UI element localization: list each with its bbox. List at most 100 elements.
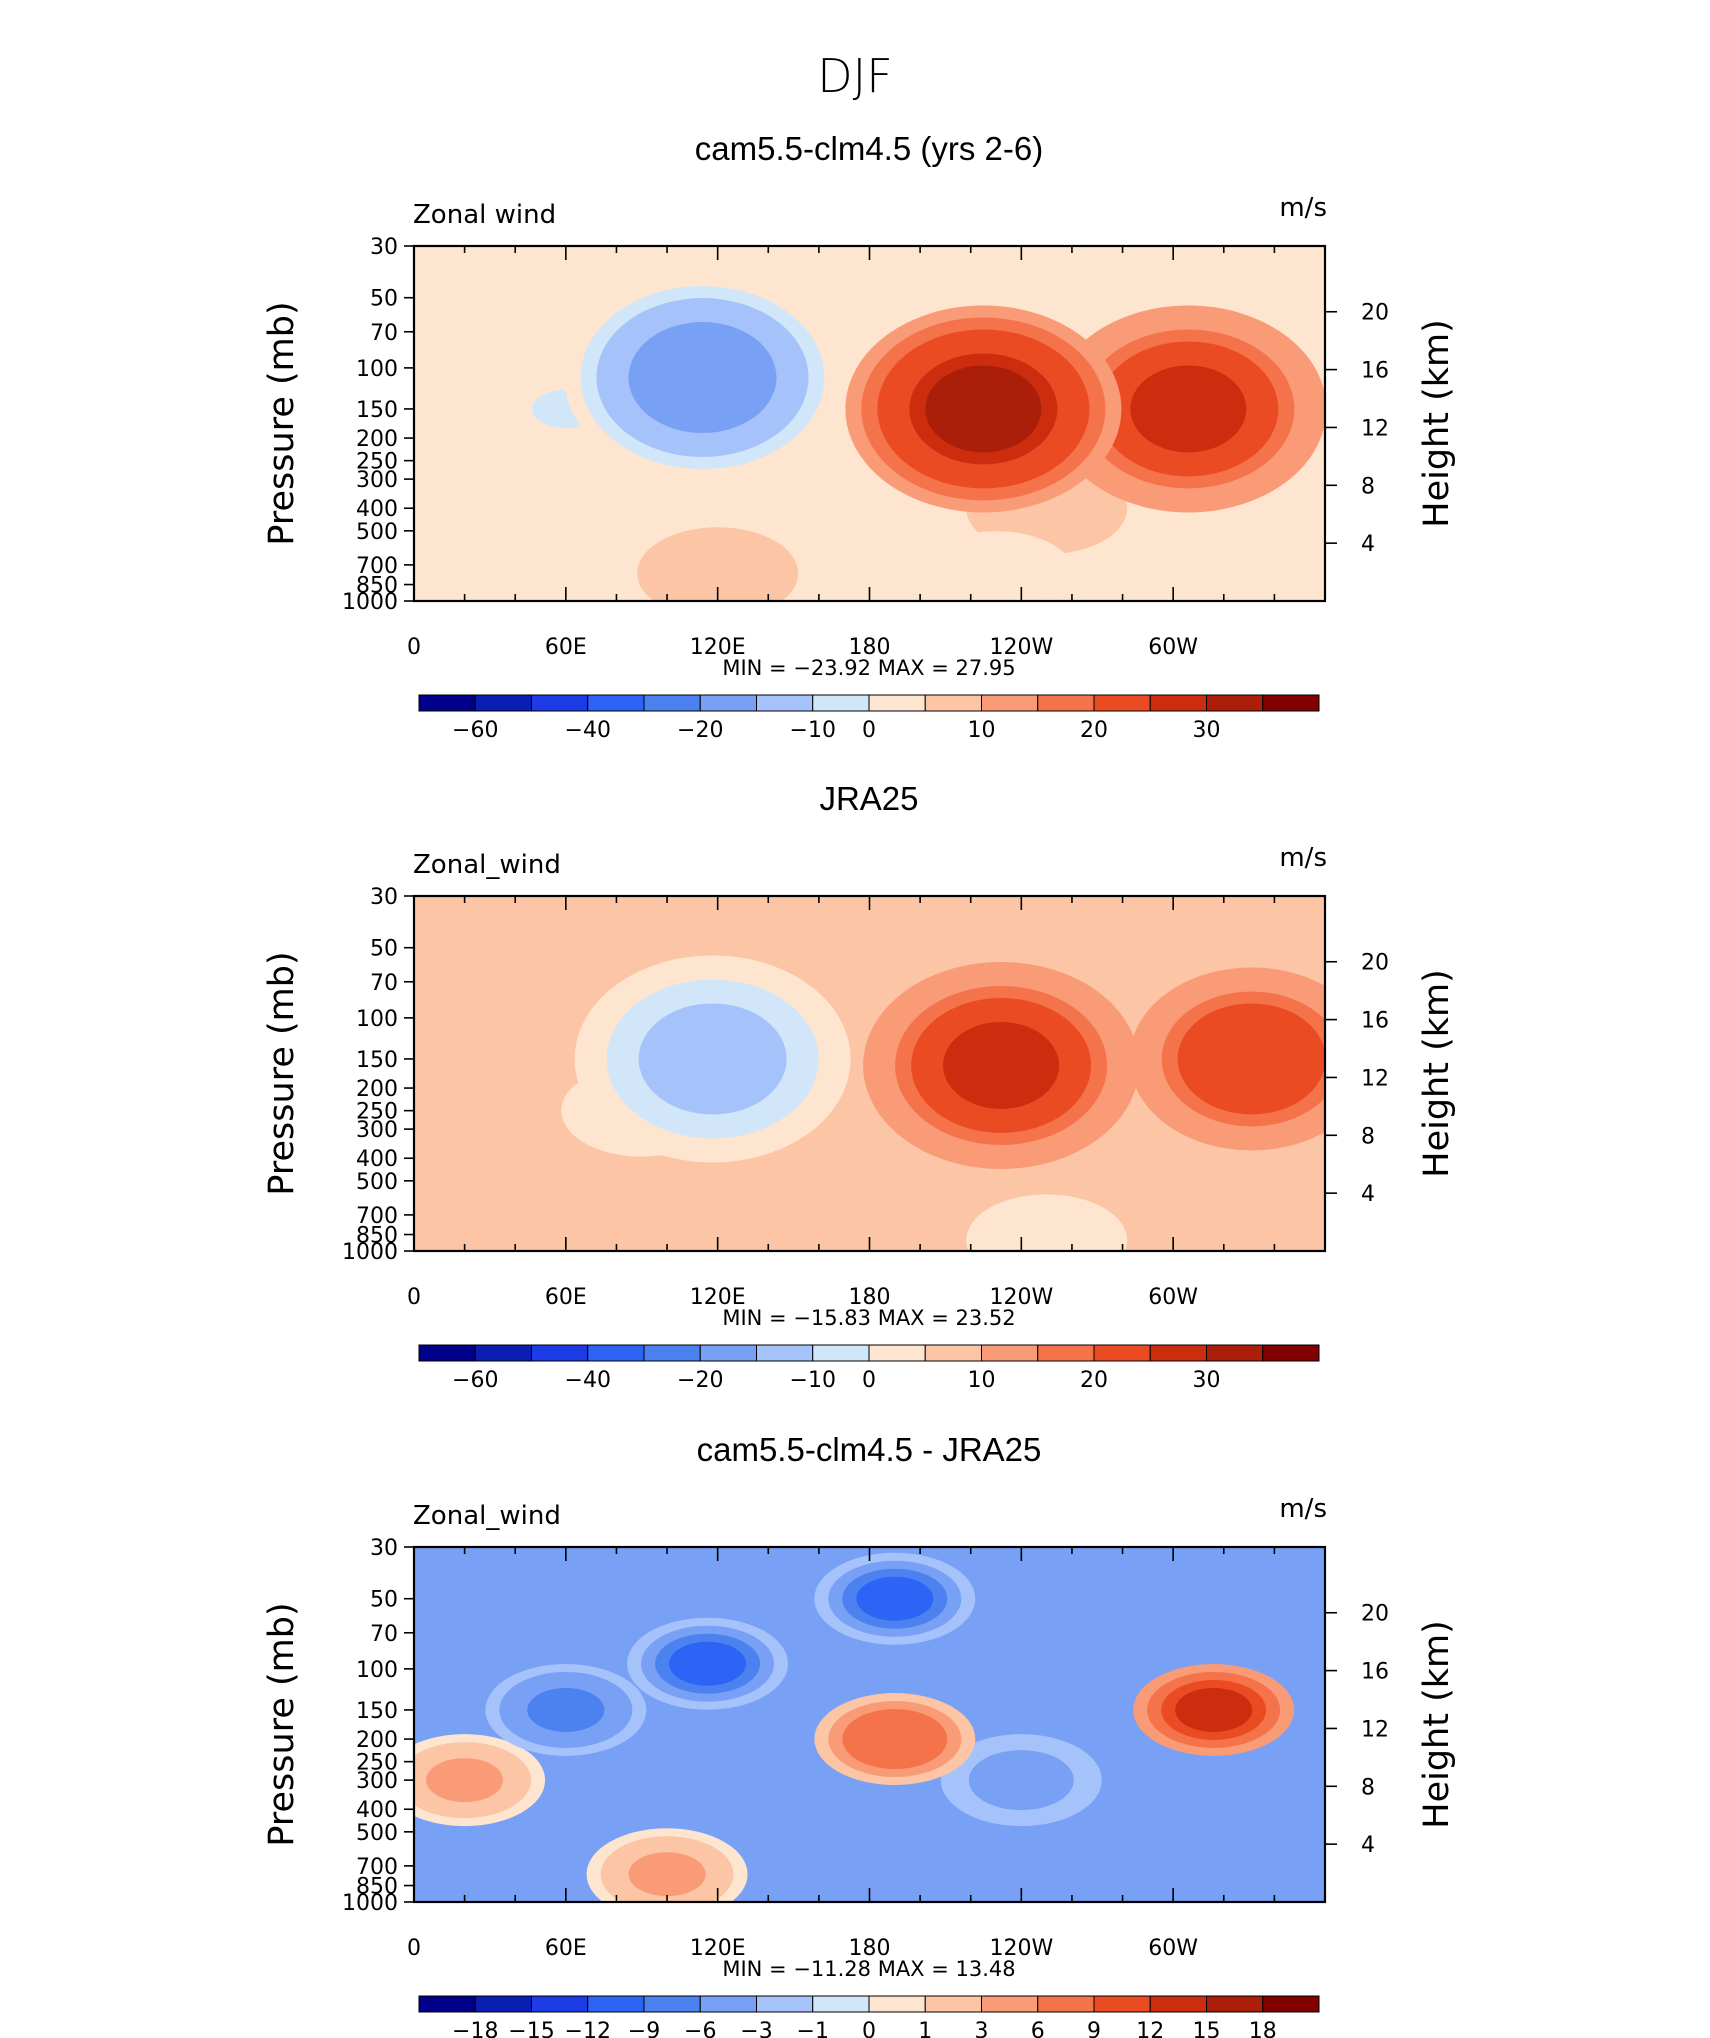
y2-tick-label: 8	[1361, 474, 1375, 499]
y-tick-label: 400	[356, 497, 398, 522]
y2-tick-label: 20	[1361, 301, 1389, 326]
y-tick-label: 300	[356, 468, 398, 493]
x-tick-label: 60E	[545, 1936, 587, 1961]
y-tick-label: 700	[356, 1204, 398, 1229]
y-tick-label: 700	[356, 554, 398, 579]
colorbar: −60 −40 −20 −10 0 10 20 30	[418, 694, 1320, 743]
contour-field	[414, 1547, 1325, 1902]
contour-band	[925, 365, 1042, 453]
y-tick-label: 400	[356, 1147, 398, 1172]
colorbar-label: 1	[918, 2019, 932, 2038]
colorbar-label: 30	[1193, 1368, 1221, 1393]
x-tick-label: 60W	[1148, 1285, 1198, 1310]
colorbar-swatch	[643, 1995, 701, 2013]
colorbar-label: −40	[565, 1368, 611, 1393]
variable-label: Zonal wind	[413, 200, 556, 230]
y2-tick-label: 8	[1361, 1775, 1375, 1800]
colorbar-swatch	[531, 1995, 589, 2013]
y-tick-label: 300	[356, 1769, 398, 1794]
colorbar-swatch	[1206, 694, 1264, 712]
colorbar-swatch	[1093, 1344, 1151, 1362]
colorbar-label: −9	[628, 2019, 660, 2038]
variable-label: Zonal_wind	[413, 1501, 561, 1531]
y-tick-label: 70	[370, 321, 398, 346]
panel-title: cam5.5-clm4.5 (yrs 2-6)	[695, 130, 1043, 167]
colorbar-label: 10	[968, 1368, 996, 1393]
colorbar-label: 0	[862, 1368, 876, 1393]
x-tick-label: 120E	[690, 1936, 746, 1961]
contour-band	[658, 1203, 727, 1243]
x-tick-label: 120W	[989, 1936, 1053, 1961]
x-tick-label: 180	[849, 1936, 891, 1961]
colorbar-swatch	[1037, 694, 1095, 712]
x-tick-label: 180	[849, 635, 891, 660]
y-tick-label: 1000	[342, 590, 398, 615]
colorbar-label: −15	[508, 2019, 554, 2038]
contour-band	[426, 1758, 504, 1803]
colorbar-swatch	[981, 1995, 1039, 2013]
x-axis: 0 60E 120E 180 120W 60W	[407, 896, 1326, 1310]
colorbar-swatch	[1149, 1344, 1207, 1362]
panel-title: cam5.5-clm4.5 - JRA25	[697, 1431, 1042, 1468]
colorbar-label: −20	[677, 1368, 723, 1393]
colorbar-label: −60	[452, 718, 498, 743]
y-tick-label: 200	[356, 1077, 398, 1102]
colorbar-swatch	[924, 1995, 982, 2013]
colorbar-label: −3	[740, 2019, 772, 2038]
colorbar-swatch	[924, 694, 982, 712]
colorbar-label: 30	[1193, 718, 1221, 743]
colorbar-swatch	[587, 1995, 645, 2013]
colorbar-label: 6	[1031, 2019, 1045, 2038]
y2-tick-label: 4	[1361, 1833, 1375, 1858]
y2-tick-label: 12	[1361, 416, 1389, 441]
contour-band	[943, 1021, 1060, 1109]
x-tick-label: 120W	[989, 635, 1053, 660]
contour-band	[982, 1758, 1060, 1803]
contour-band	[1012, 1221, 1081, 1251]
units-label: m/s	[1279, 1494, 1327, 1524]
colorbar-label: 15	[1193, 2019, 1221, 2038]
colorbar-swatch	[1093, 694, 1151, 712]
colorbar-label: −6	[684, 2019, 716, 2038]
contour-band	[683, 553, 752, 593]
colorbar-swatch	[418, 1995, 476, 2013]
colorbar-swatch	[474, 1344, 532, 1362]
y-axis-title: Pressure (mb)	[262, 301, 302, 545]
contour-field	[414, 896, 1325, 1251]
y2-tick-label: 4	[1361, 1182, 1375, 1207]
colorbar-swatch	[868, 694, 926, 712]
x-tick-label: 60W	[1148, 635, 1198, 660]
x-tick-label: 0	[407, 1285, 421, 1310]
colorbar-swatch	[981, 1344, 1039, 1362]
colorbar-swatch	[981, 694, 1039, 712]
y-tick-label: 100	[356, 1658, 398, 1683]
contour-band	[1130, 365, 1247, 453]
colorbar-label: 3	[975, 2019, 989, 2038]
y2-axis: 20 16 12 8 4 Height (km)	[1325, 1602, 1457, 1858]
colorbar-swatch	[418, 694, 476, 712]
y-tick-label: 50	[370, 287, 398, 312]
contour-band	[1193, 1015, 1310, 1103]
min-max-stats: MIN = −11.28 MAX = 13.48	[722, 1957, 1015, 1981]
panel-title: JRA25	[819, 780, 918, 817]
colorbar-swatch	[587, 1344, 645, 1362]
contour-band	[1175, 1687, 1253, 1732]
colorbar-label: −18	[452, 2019, 498, 2038]
colorbar-swatch	[643, 1344, 701, 1362]
x-tick-label: 60W	[1148, 1936, 1198, 1961]
y-tick-label: 150	[356, 1699, 398, 1724]
colorbar: −18 −15 −12 −9 −6 −3 −1 0 1 3 6 9 12 15 18	[418, 1995, 1320, 2038]
colorbar-swatch	[418, 1344, 476, 1362]
y-tick-label: 150	[356, 1048, 398, 1073]
colorbar-swatch	[1149, 1995, 1207, 2013]
colorbar-label: 20	[1080, 1368, 1108, 1393]
colorbar: −60 −40 −20 −10 0 10 20 30	[418, 1344, 1320, 1393]
y-tick-label: 30	[370, 885, 398, 910]
colorbar-swatch	[1149, 694, 1207, 712]
colorbar-label: 0	[862, 718, 876, 743]
colorbar-label: −40	[565, 718, 611, 743]
y-tick-label: 70	[370, 1622, 398, 1647]
figure-title: DJF	[817, 49, 892, 103]
colorbar-swatch	[587, 694, 645, 712]
